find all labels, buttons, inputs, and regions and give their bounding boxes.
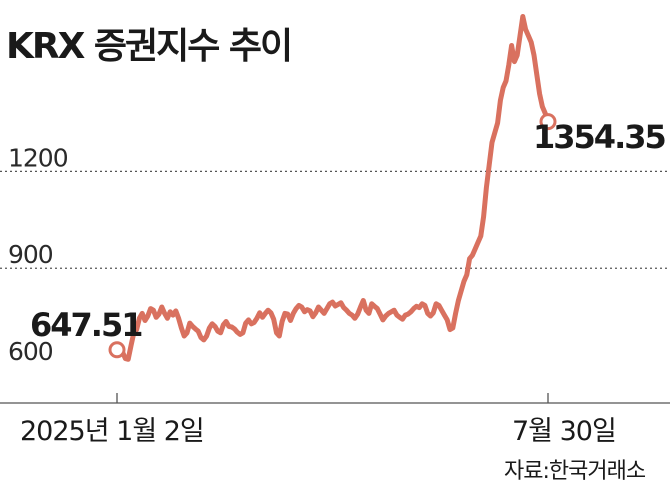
start-point-marker — [108, 341, 126, 359]
series-layer — [108, 14, 557, 362]
source-note: 자료:한국거래소 — [504, 459, 646, 484]
end-point-marker — [539, 113, 557, 131]
x-label-end: 7월 30일 — [512, 416, 616, 447]
y-tick-label-1200: 1200 — [8, 143, 68, 172]
series-line — [114, 14, 551, 362]
end-value-label: 1354.35 — [533, 118, 665, 156]
x-label-start: 2025년 1월 2일 — [20, 416, 204, 447]
y-tick-label-900: 900 — [8, 240, 53, 269]
y-axis-ticks: 600 900 1200 — [0, 143, 670, 366]
chart-title: KRX 증권지수 추이 — [6, 26, 291, 67]
y-tick-label-600: 600 — [8, 337, 53, 366]
start-value-label: 647.51 — [30, 306, 142, 344]
